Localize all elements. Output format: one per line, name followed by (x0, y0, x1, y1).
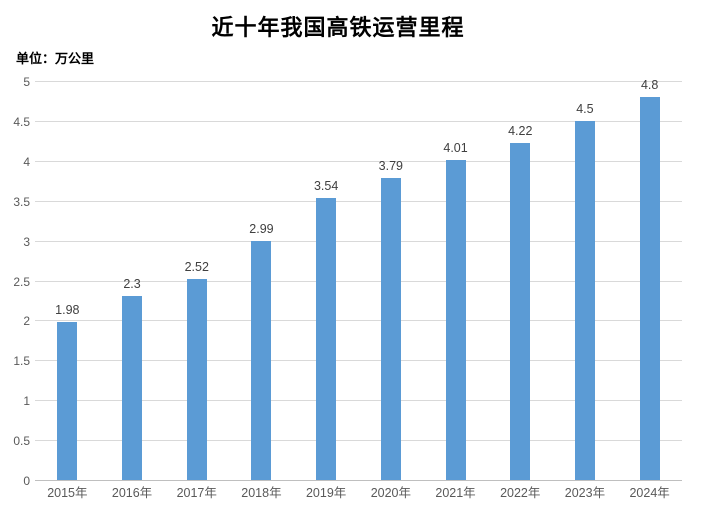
bar-value-label: 4.22 (508, 124, 533, 139)
y-tick-label: 3.5 (13, 194, 30, 209)
x-tick-label: 2018年 (241, 486, 282, 500)
plot-area: 1.98 2.3 2.52 2.99 3.54 3.79 4.01 4.22 4.5 4.8 (35, 78, 682, 481)
x-tick-label: 2021年 (435, 486, 476, 500)
x-tick-label: 2020年 (370, 486, 411, 500)
gridline (35, 400, 682, 402)
y-tick-label: 3 (23, 234, 30, 249)
bar-2017年 (186, 278, 207, 480)
x-tick-label: 2015年 (47, 486, 88, 500)
unit-label: 单位：万公里 (16, 51, 95, 66)
gridline (35, 320, 682, 322)
bar-value-label: 3.79 (378, 158, 404, 173)
bar-value-label: 1.98 (55, 303, 80, 317)
bar-value-label: 4.5 (576, 101, 594, 116)
bar-value-label: 3.54 (313, 178, 339, 193)
bar-2022年 (510, 143, 531, 480)
x-tick-label: 2019年 (305, 486, 347, 500)
chart-title: 近十年我国高铁运营里程 (211, 15, 465, 40)
x-axis-line (35, 480, 682, 481)
bar-2015年 (57, 322, 78, 480)
bar-2019年 (316, 197, 337, 480)
y-tick-label: 2.5 (13, 274, 30, 289)
y-tick-label: 1.5 (13, 354, 30, 369)
bar-value-label: 2.99 (249, 222, 274, 237)
y-tick-label: 1 (23, 394, 30, 409)
bar-value-label: 2.52 (184, 259, 209, 274)
y-tick-label: 0.5 (13, 434, 30, 449)
bar-2023年 (574, 120, 595, 480)
gridline (35, 120, 682, 122)
gridline (35, 160, 682, 162)
bar-value-label: 4.01 (443, 141, 468, 156)
gridline (35, 81, 682, 82)
gridline (35, 280, 682, 282)
bar-2016年 (122, 296, 143, 480)
y-tick-label: 4 (23, 154, 30, 169)
bar-2021年 (445, 160, 466, 480)
bar-value-label: 4.8 (640, 77, 659, 92)
x-tick-label: 2024年 (629, 486, 670, 500)
gridline (35, 200, 682, 202)
y-tick-label: 2 (23, 314, 30, 329)
x-axis: 2015年 2016年 2017年 2018年 2019年 2020年 2021年 2022年… (35, 486, 682, 506)
gridline (35, 440, 682, 442)
x-tick-label: 2022年 (500, 486, 541, 500)
y-tick-label: 4.5 (13, 114, 30, 129)
bar-2018年 (251, 241, 272, 480)
gridline (35, 240, 682, 242)
x-tick-label: 2016年 (111, 486, 153, 500)
gridline (35, 360, 682, 362)
y-tick-label: 5 (23, 75, 30, 89)
bar-value-label: 2.3 (123, 277, 141, 292)
bar-2020年 (380, 177, 401, 480)
y-axis: 0 0.5 1 1.5 2 2.5 3 3.5 4 4.5 5 (0, 75, 30, 488)
x-tick-label: 2017年 (176, 486, 217, 500)
y-tick-label: 0 (23, 474, 30, 488)
bar-2024年 (639, 96, 660, 480)
x-tick-label: 2023年 (564, 486, 606, 500)
